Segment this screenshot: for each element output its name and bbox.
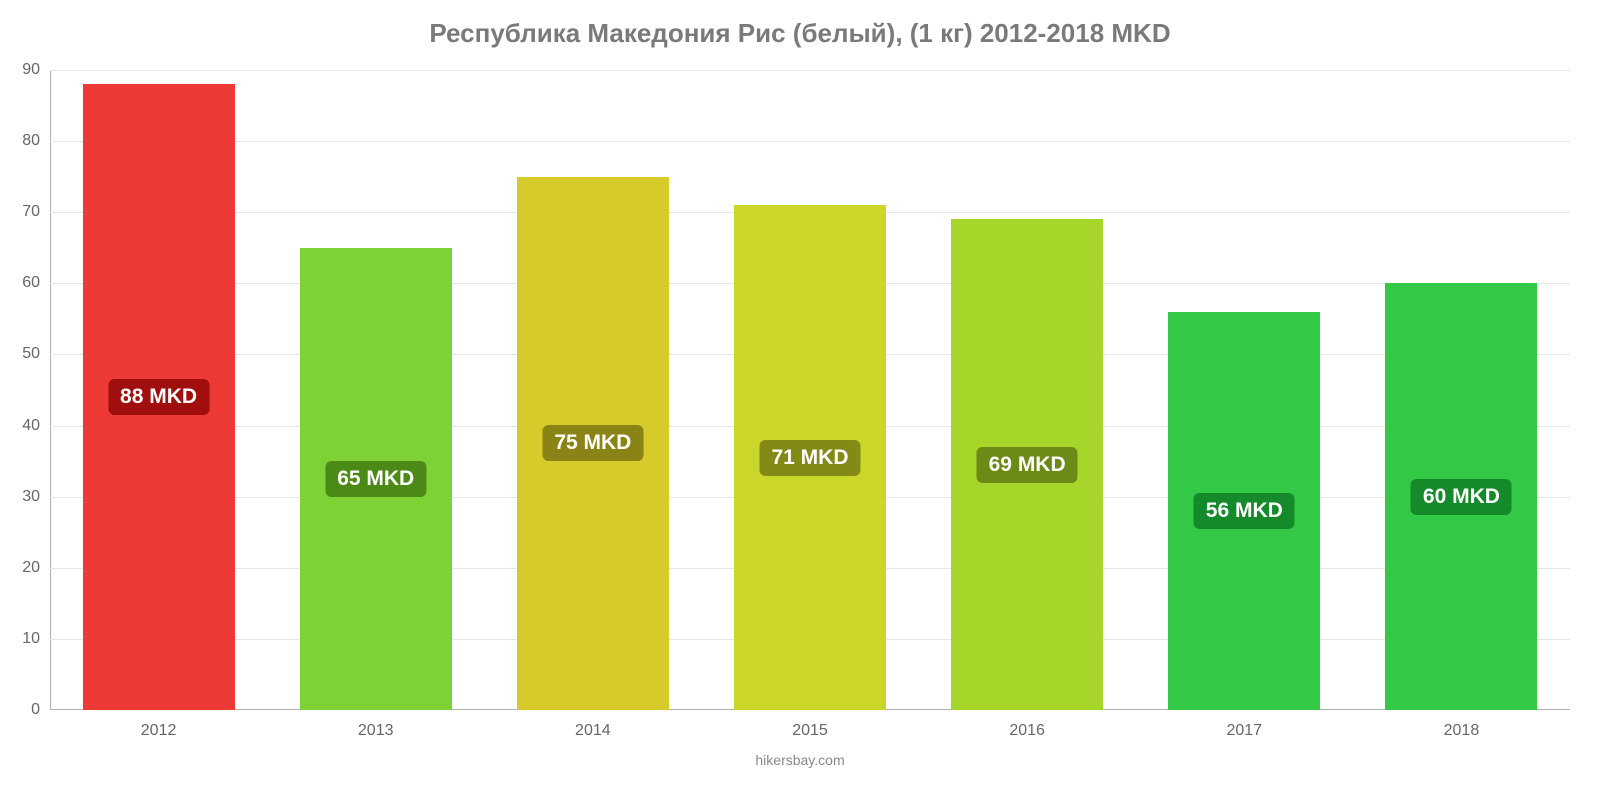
bar-value-label: 71 MKD [759, 440, 860, 476]
x-tick-label: 2013 [358, 710, 394, 740]
attribution-text: hikersbay.com [0, 752, 1600, 768]
bar-value-label: 88 MKD [108, 379, 209, 415]
bar-value-label: 69 MKD [977, 447, 1078, 483]
bar: 88 MKD [83, 84, 235, 710]
grid-line [50, 70, 1570, 71]
y-tick-label: 70 [22, 203, 50, 221]
y-tick-label: 40 [22, 417, 50, 435]
bar-value-label: 60 MKD [1411, 479, 1512, 515]
bar: 60 MKD [1385, 283, 1537, 710]
bar: 56 MKD [1168, 312, 1320, 710]
y-tick-label: 10 [22, 630, 50, 648]
y-tick-label: 0 [31, 701, 50, 719]
y-tick-label: 50 [22, 345, 50, 363]
y-tick-label: 20 [22, 559, 50, 577]
y-axis-line [50, 70, 51, 710]
bar-value-label: 75 MKD [542, 425, 643, 461]
x-tick-label: 2016 [1009, 710, 1045, 740]
bar-value-label: 56 MKD [1194, 493, 1295, 529]
y-tick-label: 60 [22, 274, 50, 292]
x-tick-label: 2015 [792, 710, 828, 740]
plot-area: 010203040506070809088 MKD201265 MKD20137… [50, 70, 1570, 710]
chart-title: Республика Македония Рис (белый), (1 кг)… [0, 18, 1600, 49]
bar: 65 MKD [300, 248, 452, 710]
y-tick-label: 80 [22, 132, 50, 150]
x-tick-label: 2017 [1226, 710, 1262, 740]
bar-value-label: 65 MKD [325, 461, 426, 497]
y-tick-label: 30 [22, 488, 50, 506]
x-tick-label: 2012 [141, 710, 177, 740]
x-tick-label: 2018 [1444, 710, 1480, 740]
bar: 75 MKD [517, 177, 669, 710]
bar: 71 MKD [734, 205, 886, 710]
bar: 69 MKD [951, 219, 1103, 710]
grid-line [50, 141, 1570, 142]
y-tick-label: 90 [22, 61, 50, 79]
x-tick-label: 2014 [575, 710, 611, 740]
